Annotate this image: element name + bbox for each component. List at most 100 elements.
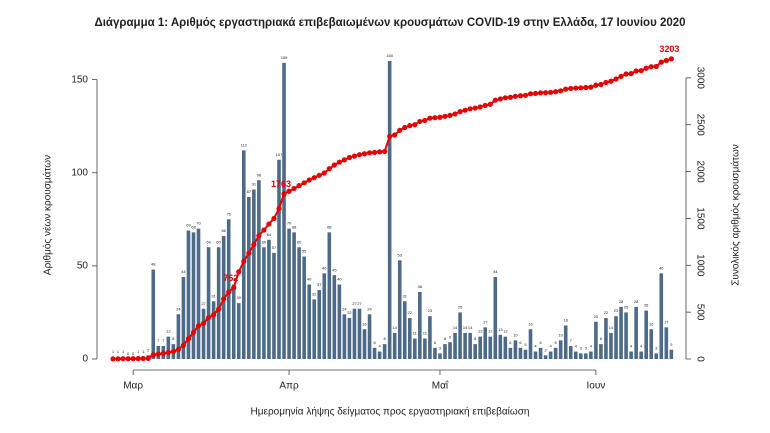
line-point (598, 81, 604, 88)
chart-title: Διάγραμμα 1: Αριθμός εργαστηριακά επιβεβ… (94, 17, 685, 29)
bar (533, 351, 538, 359)
line-point (296, 183, 302, 189)
line-point (472, 105, 478, 111)
bar (448, 342, 452, 359)
line-point (110, 356, 116, 362)
bar-value-label: 18 (563, 318, 568, 323)
bar (257, 180, 261, 359)
line-point (266, 221, 272, 227)
line-point (553, 89, 559, 95)
line-point (407, 123, 413, 129)
bar (307, 284, 311, 359)
bar-value-label: 4 (550, 344, 553, 349)
bar-value-label: 68 (327, 224, 332, 229)
line-point (432, 115, 438, 121)
line-point (205, 315, 212, 321)
bar (262, 247, 266, 359)
bar-value-label: 4 (590, 344, 593, 349)
bar (468, 332, 472, 359)
bar (206, 247, 211, 359)
line-point (507, 94, 513, 100)
y-tick-label: 50 (77, 261, 89, 272)
bar-value-label: 12 (478, 329, 483, 334)
bar-value-label: 1 (142, 349, 145, 354)
line-point (361, 151, 368, 157)
line-point (130, 356, 136, 362)
bar-value-label: 3 (439, 345, 442, 350)
bar (382, 344, 387, 359)
line-point (387, 133, 393, 140)
bar-value-label: 60 (216, 239, 221, 244)
line-point (392, 132, 398, 138)
line-point (437, 114, 443, 120)
line-point (216, 306, 222, 312)
bar-value-label: 16 (649, 321, 654, 326)
line-point (190, 329, 197, 335)
bar (428, 316, 432, 359)
bar-value-label: 160 (386, 53, 393, 58)
bar-value-label: 27 (352, 301, 357, 306)
y-tick-label: 100 (71, 167, 88, 178)
bar (584, 353, 588, 359)
bar-value-label: 40 (337, 277, 342, 282)
line-point (351, 153, 358, 159)
bar (624, 312, 628, 359)
bar-value-label: 4 (640, 344, 643, 349)
bar-value-label: 20 (594, 314, 599, 319)
bar (347, 318, 352, 359)
bar (423, 338, 427, 359)
bar-value-label: 17 (483, 319, 488, 324)
line-point (447, 112, 453, 118)
line-point (276, 206, 282, 212)
bar (528, 329, 533, 359)
bar (186, 230, 191, 359)
bar (317, 290, 322, 359)
line-point (487, 101, 493, 107)
line-point (120, 356, 126, 362)
bar-value-label: 14 (392, 325, 397, 330)
line-point (135, 356, 141, 362)
bar-value-label: 57 (272, 245, 277, 250)
line-point (568, 85, 574, 92)
line-point (628, 71, 634, 77)
bar-value-label: 107 (276, 152, 283, 157)
line-point (336, 159, 342, 165)
line-point (613, 76, 619, 82)
bar (342, 314, 347, 359)
line-point (477, 104, 483, 110)
line-point (341, 157, 347, 163)
y-tick-label: 0 (82, 354, 88, 365)
bar (297, 247, 301, 359)
line-point (200, 320, 207, 326)
bar (513, 340, 518, 359)
line-point (482, 102, 488, 109)
line-point (316, 172, 322, 178)
line-point (653, 63, 659, 70)
bar (659, 273, 664, 359)
line-point (185, 336, 192, 342)
line-point (522, 92, 529, 98)
bar (563, 325, 568, 359)
line-point (648, 64, 654, 70)
line-point (502, 95, 508, 101)
bar (247, 196, 251, 359)
bar (267, 239, 271, 359)
line-point (452, 111, 458, 117)
bar (589, 351, 593, 359)
bar-value-label: 87 (247, 189, 252, 194)
bar-value-label: 14 (609, 325, 614, 330)
bar (654, 353, 659, 359)
bar (558, 340, 563, 359)
bar-value-label: 8 (444, 336, 447, 341)
bar (518, 347, 523, 359)
bar (413, 338, 417, 359)
bar (367, 314, 372, 359)
bar-value-label: 37 (317, 282, 322, 287)
bar-value-label: 0 (132, 351, 135, 356)
line-point (548, 89, 554, 95)
bar (337, 284, 342, 359)
bar-value-label: 22 (347, 310, 352, 315)
line-point (211, 312, 217, 318)
bar (453, 332, 457, 359)
line-point (402, 124, 408, 131)
